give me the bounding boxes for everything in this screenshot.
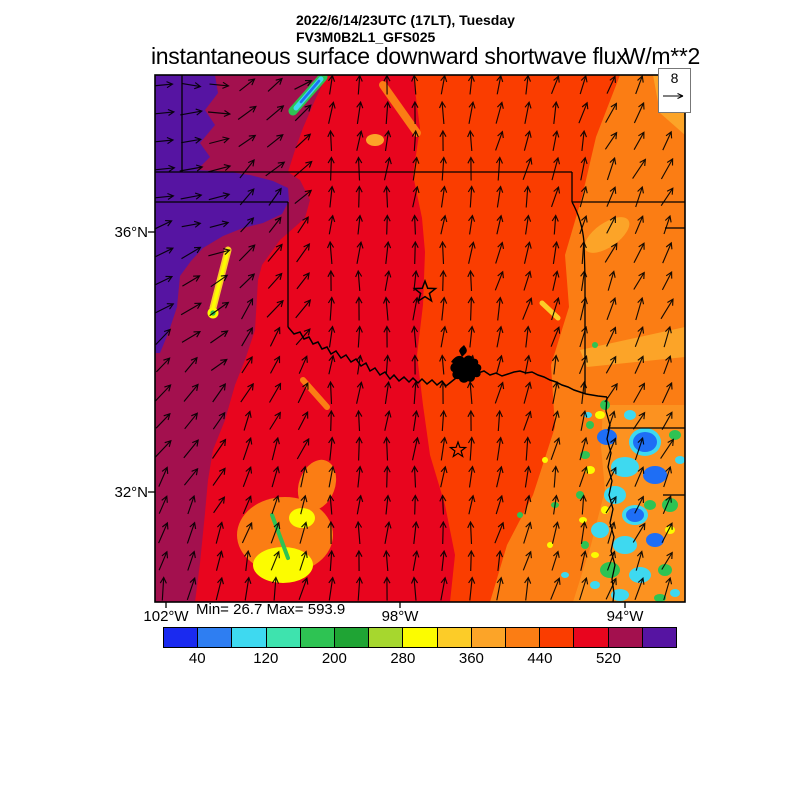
colorbar-tick-label: 360 xyxy=(458,650,484,667)
lat-tick-32n: 32°N xyxy=(114,484,148,501)
colorbar-tick-label: 120 xyxy=(253,650,279,667)
state-borders xyxy=(155,75,685,602)
map-canvas xyxy=(148,74,686,608)
ar-tx-border xyxy=(605,396,616,602)
colorbar-segment xyxy=(231,627,267,648)
lon-tick-94w: 94°W xyxy=(606,608,644,625)
lake-texoma xyxy=(450,345,482,383)
valid-time-label: 2022/6/14/23UTC (17LT), Tuesday xyxy=(296,12,515,28)
star-markers xyxy=(412,278,468,458)
colorbar-segment xyxy=(505,627,541,648)
field-minmax-label: Min= 26.7 Max= 593.9 xyxy=(196,601,346,618)
lon-tick-98w: 98°W xyxy=(381,608,419,625)
axis-ticks xyxy=(148,231,626,608)
colorbar-segment xyxy=(197,627,233,648)
colorbar-segment xyxy=(436,627,472,648)
map-frame xyxy=(154,74,686,603)
colorbar-segment xyxy=(539,627,575,648)
colorbar xyxy=(163,627,678,648)
wind-reference-arrow-icon xyxy=(663,93,684,99)
wind-reference-box: 8 xyxy=(658,68,691,113)
lat-tick-36n: 36°N xyxy=(114,224,148,241)
colorbar-segment xyxy=(265,627,301,648)
colorbar-segment xyxy=(299,627,336,648)
wind-arrow-layer xyxy=(155,75,675,601)
plot-title: instantaneous surface downward shortwave… xyxy=(151,43,628,69)
lon-tick-102w: 102°W xyxy=(143,608,189,625)
city-star-dfw xyxy=(448,440,468,458)
red-river xyxy=(287,326,608,398)
flux-field-layer xyxy=(155,75,685,602)
city-star-okc xyxy=(412,278,438,303)
colorbar-tick-label: 440 xyxy=(527,650,553,667)
colorbar-segment xyxy=(607,627,643,648)
colorbar-tick-label: 280 xyxy=(390,650,416,667)
colorbar-segment xyxy=(641,627,678,648)
units-label: W/m**2 xyxy=(623,43,700,69)
colorbar-tick-label: 40 xyxy=(188,650,206,667)
colorbar-segment xyxy=(573,627,609,648)
colorbar-segment xyxy=(402,627,438,648)
colorbar-segment xyxy=(470,627,507,648)
colorbar-segment xyxy=(334,627,370,648)
colorbar-segment xyxy=(163,627,199,648)
model-run-label: FV3M0B2L1_GFS025 xyxy=(296,29,436,45)
colorbar-segment xyxy=(368,627,404,648)
colorbar-tick-label: 520 xyxy=(595,650,621,667)
colorbar-tick-label: 200 xyxy=(321,650,347,667)
wind-reference-value: 8 xyxy=(670,70,679,86)
